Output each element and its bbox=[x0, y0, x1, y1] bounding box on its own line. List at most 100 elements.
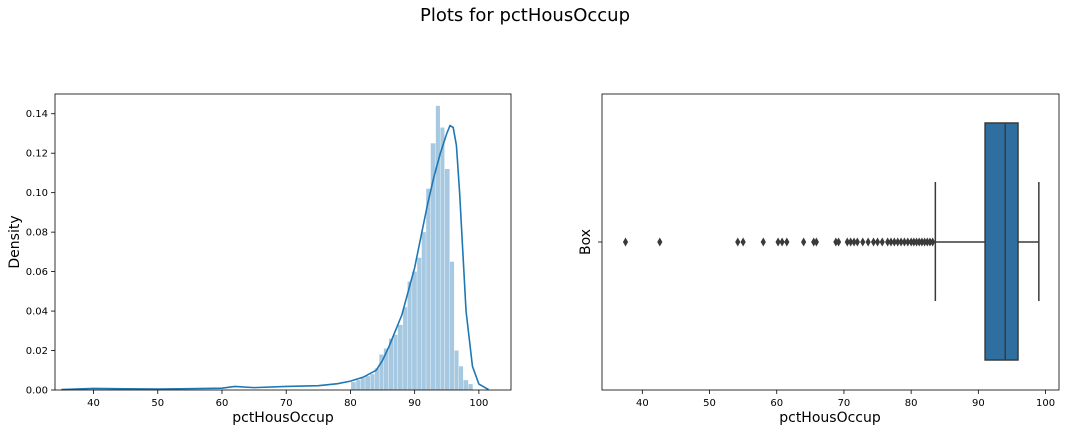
histogram-x-tick-label: 70 bbox=[280, 398, 293, 409]
histogram-bar bbox=[444, 168, 450, 390]
histogram-bar bbox=[468, 384, 473, 390]
outlier-point bbox=[851, 237, 857, 247]
histogram-y-tick-label: 0.14 bbox=[26, 109, 48, 120]
histogram-bar bbox=[440, 127, 445, 391]
histogram-y-label: Density bbox=[7, 215, 23, 268]
outlier-point bbox=[844, 237, 850, 247]
outlier-point bbox=[879, 237, 885, 247]
outlier-point bbox=[760, 237, 766, 247]
outlier-point bbox=[895, 237, 901, 247]
outlier-point bbox=[874, 237, 881, 247]
outlier-point bbox=[775, 237, 781, 247]
outlier-point bbox=[891, 237, 897, 247]
histogram-bar bbox=[351, 382, 356, 390]
histogram-x-tick-label: 50 bbox=[151, 398, 164, 409]
boxplot-x-tick-label: 70 bbox=[838, 398, 851, 409]
histogram-bar bbox=[383, 348, 389, 390]
histogram-bar bbox=[403, 307, 408, 390]
histogram-y-tick-label: 0.02 bbox=[26, 346, 48, 357]
boxplot-x-tick-label: 50 bbox=[703, 398, 716, 409]
histogram-bar bbox=[458, 366, 464, 390]
histogram-bar bbox=[426, 188, 431, 390]
outlier-point bbox=[898, 237, 904, 247]
histogram-bar bbox=[379, 354, 384, 390]
histogram-x-tick-label: 100 bbox=[469, 398, 488, 409]
histogram-bar bbox=[407, 281, 412, 390]
outlier-point bbox=[813, 237, 819, 247]
histogram-bar bbox=[430, 143, 436, 390]
histogram-y-tick-label: 0.04 bbox=[26, 307, 48, 318]
interquartile-box bbox=[984, 122, 1019, 361]
histogram-x-tick-label: 40 bbox=[87, 398, 100, 409]
histogram-y-tick-label: 0.12 bbox=[26, 149, 48, 160]
histogram-y-tick-label: 0.06 bbox=[26, 267, 48, 278]
boxplot-x-tick-label: 40 bbox=[636, 398, 649, 409]
histogram-bar bbox=[454, 350, 459, 390]
outlier-point bbox=[924, 237, 930, 247]
boxplot-x-tick-label: 90 bbox=[972, 398, 985, 409]
histogram-x-ticks: 40 50 60 70 80 90 100 bbox=[87, 390, 488, 409]
histogram-y-ticks: 0.00 0.02 0.04 0.06 0.08 0.10 0.12 0.14 bbox=[26, 109, 55, 397]
histogram-panel: 40 50 60 70 80 90 100 0.00 0.02 0.04 0.06 0.08 0.10… bbox=[7, 93, 512, 426]
histogram-axes-frame bbox=[54, 93, 512, 391]
outlier-point bbox=[784, 237, 790, 247]
histogram-bar bbox=[393, 334, 398, 390]
outlier-point bbox=[835, 237, 842, 247]
histogram-bar bbox=[463, 380, 469, 390]
boxplot-x-label: pctHousOccup bbox=[779, 410, 881, 426]
outlier-point bbox=[885, 237, 891, 247]
histogram-bar bbox=[412, 271, 417, 390]
outlier-point bbox=[801, 237, 807, 247]
histogram-bar bbox=[449, 261, 455, 390]
histogram-y-tick-label: 0.10 bbox=[26, 188, 48, 199]
histogram-bar bbox=[374, 368, 379, 390]
histogram-bar bbox=[356, 380, 361, 390]
outlier-point bbox=[908, 237, 914, 247]
outlier-point bbox=[921, 237, 928, 247]
boxplot-panel: 40 50 60 70 80 90 100 pctHousOccup Box bbox=[578, 93, 1060, 426]
outlier-point bbox=[905, 237, 911, 247]
histogram-bar bbox=[388, 338, 394, 390]
boxplot-x-tick-label: 60 bbox=[770, 398, 783, 409]
boxplot-y-label: Box bbox=[578, 229, 594, 255]
histogram-x-tick-label: 60 bbox=[216, 398, 229, 409]
kde-line bbox=[61, 124, 489, 391]
outlier-point bbox=[888, 237, 894, 247]
outlier-point bbox=[811, 237, 817, 247]
histogram-bar bbox=[370, 374, 375, 390]
histogram-bar bbox=[397, 324, 403, 390]
outlier-point bbox=[848, 237, 854, 247]
histogram-x-label: pctHousOccup bbox=[232, 410, 334, 426]
histogram-bars bbox=[351, 105, 473, 391]
outlier-point bbox=[901, 237, 908, 247]
outlier-point bbox=[930, 237, 936, 247]
outlier-point bbox=[854, 237, 860, 247]
outlier-point bbox=[833, 237, 839, 247]
outlier-point bbox=[779, 237, 785, 247]
histogram-x-tick-label: 90 bbox=[408, 398, 421, 409]
histogram-bar bbox=[435, 105, 440, 390]
boxplot-elements bbox=[622, 122, 1040, 361]
boxplot-x-tick-label: 80 bbox=[905, 398, 918, 409]
outlier-point bbox=[740, 237, 746, 247]
boxplot-x-tick-label: 100 bbox=[1036, 398, 1055, 409]
histogram-bar bbox=[360, 378, 365, 390]
histogram-y-tick-label: 0.00 bbox=[26, 386, 48, 397]
outlier-point bbox=[735, 237, 741, 247]
outlier-point bbox=[870, 237, 877, 247]
outlier-point bbox=[622, 237, 629, 247]
histogram-x-tick-label: 80 bbox=[344, 398, 357, 409]
boxplot-x-ticks: 40 50 60 70 80 90 100 bbox=[598, 241, 1055, 409]
figure-title: Plots for pctHousOccup bbox=[420, 5, 630, 26]
outlier-point bbox=[916, 237, 922, 247]
outlier-point bbox=[860, 237, 866, 247]
outlier-point bbox=[657, 237, 663, 247]
histogram-bar bbox=[417, 257, 422, 390]
outlier-point bbox=[927, 237, 933, 247]
outlier-point bbox=[865, 237, 871, 247]
histogram-bar bbox=[421, 232, 426, 390]
outlier-point bbox=[913, 237, 920, 247]
outlier-point bbox=[919, 237, 925, 247]
histogram-y-tick-label: 0.08 bbox=[26, 228, 48, 239]
